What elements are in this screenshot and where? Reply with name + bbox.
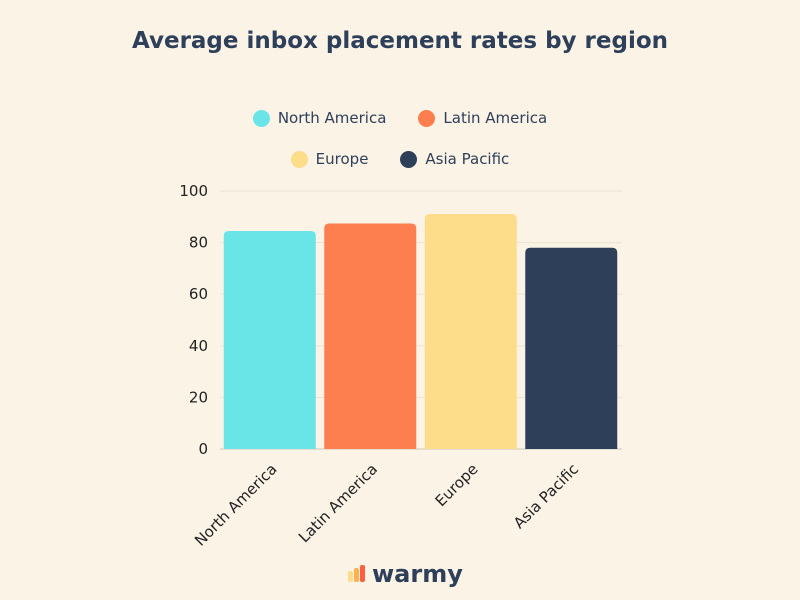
bar-europe xyxy=(424,213,517,449)
bar-asia-pacific xyxy=(525,247,618,449)
y-tick-label: 100 xyxy=(179,182,208,200)
x-tick-label: North America xyxy=(191,460,281,550)
legend-label: Asia Pacific xyxy=(425,150,510,168)
legend-row-2: Europe Asia Pacific xyxy=(0,150,800,168)
y-tick-label: 40 xyxy=(189,337,208,355)
legend-item-europe: Europe xyxy=(290,150,369,168)
legend-item-north-america: North America xyxy=(252,109,387,127)
x-tick-label: Latin America xyxy=(295,460,381,546)
legend-swatch xyxy=(252,109,270,127)
y-tick-label: 20 xyxy=(189,388,208,406)
x-tick-label: Asia Pacific xyxy=(510,460,582,532)
legend-swatch xyxy=(400,150,418,168)
legend-item-latin-america: Latin America xyxy=(418,109,547,127)
y-tick-label: 0 xyxy=(198,440,208,458)
legend-item-asia-pacific: Asia Pacific xyxy=(400,150,509,168)
bar-north-america xyxy=(223,230,316,449)
logo-flame-icon xyxy=(348,565,365,582)
y-tick-label: 80 xyxy=(189,234,208,252)
logo-text: warmy xyxy=(372,560,463,588)
legend-row-1: North America Latin America xyxy=(0,109,800,127)
legend-label: Latin America xyxy=(443,109,548,127)
x-tick-label: Europe xyxy=(432,460,482,510)
bar-latin-america xyxy=(324,223,417,449)
chart-title: Average inbox placement rates by region xyxy=(132,28,668,54)
legend-label: North America xyxy=(277,109,387,127)
warmy-logo: warmy xyxy=(348,560,463,588)
y-tick-label: 60 xyxy=(189,285,208,303)
legend-swatch xyxy=(418,109,436,127)
legend-swatch xyxy=(290,150,308,168)
legend-label: Europe xyxy=(315,150,369,168)
